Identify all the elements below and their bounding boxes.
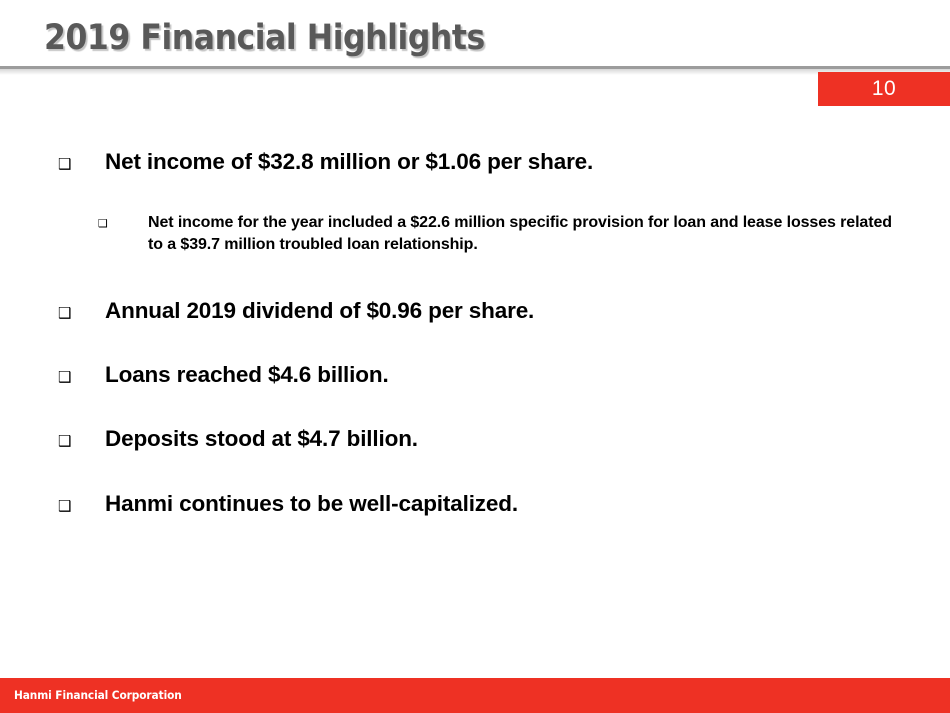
bullet-item: ❑ Deposits stood at $4.7 billion.: [58, 425, 418, 453]
square-bullet-icon: ❑: [58, 155, 72, 173]
page-number-badge: 10: [818, 72, 950, 106]
bullet-item: ❑ Annual 2019 dividend of $0.96 per shar…: [58, 297, 534, 325]
footer-bar: [0, 678, 950, 713]
square-bullet-icon: ❑: [58, 304, 72, 322]
bullet-item: ❑ Loans reached $4.6 billion.: [58, 361, 389, 389]
bullet-text: Loans reached $4.6 billion.: [105, 362, 389, 387]
bullet-item: ❑ Net income of $32.8 million or $1.06 p…: [58, 148, 593, 176]
square-bullet-icon: ❑: [98, 217, 108, 230]
bullet-text: Net income of $32.8 million or $1.06 per…: [105, 149, 594, 174]
title-divider-shadow: [0, 69, 950, 75]
bullet-text: Deposits stood at $4.7 billion.: [105, 426, 418, 451]
title-divider: [0, 66, 950, 69]
bullet-text: Annual 2019 dividend of $0.96 per share.: [105, 298, 535, 323]
bullet-text: Hanmi continues to be well-capitalized.: [105, 491, 518, 516]
sub-bullet-item: ❑ Net income for the year included a $22…: [98, 212, 908, 256]
square-bullet-icon: ❑: [58, 497, 72, 515]
bullet-item: ❑ Hanmi continues to be well-capitalized…: [58, 490, 518, 518]
page-title: 2019 Financial Highlights: [44, 18, 485, 58]
footer-company-name: Hanmi Financial Corporation: [14, 688, 182, 702]
square-bullet-icon: ❑: [58, 432, 72, 450]
sub-bullet-text: Net income for the year included a $22.6…: [148, 214, 892, 253]
square-bullet-icon: ❑: [58, 368, 72, 386]
